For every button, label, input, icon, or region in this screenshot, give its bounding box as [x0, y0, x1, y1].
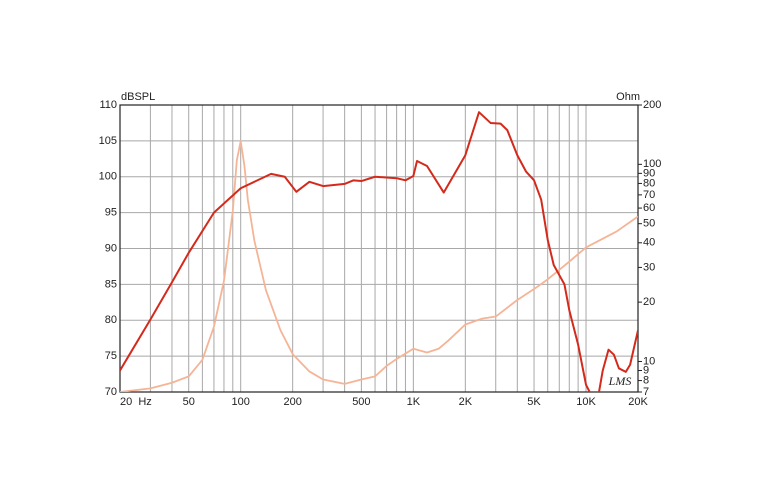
logo: LMS	[608, 374, 632, 388]
y-tick-label: 100	[99, 171, 117, 183]
plot-frame	[119, 104, 639, 393]
x-tick-label: 500	[352, 396, 370, 408]
series-line	[120, 111, 638, 392]
y-tick-label: 105	[99, 135, 117, 147]
x-tick-label: 1K	[407, 396, 421, 408]
y-axis-label: dBSPL	[121, 91, 155, 103]
x-tick-label: 5K	[527, 396, 541, 408]
y2-tick-label: 80	[643, 177, 655, 189]
x-tick-label: 50	[183, 396, 195, 408]
y2-tick-label: 60	[643, 202, 655, 214]
y-tick-label: 80	[105, 314, 117, 326]
y2-tick-label: 50	[643, 218, 655, 230]
y2-tick-label: 30	[643, 261, 655, 273]
x-tick-label: 20K	[628, 396, 648, 408]
y-tick-label: 95	[105, 207, 117, 219]
y2-tick-label: 8	[643, 374, 649, 386]
y-tick-label: 70	[105, 386, 117, 398]
y2-tick-label: 200	[643, 99, 661, 111]
y-tick-label: 110	[99, 99, 117, 111]
y2-tick-label: 100	[643, 158, 661, 170]
y-tick-label: 75	[105, 350, 117, 362]
y2-tick-label: 70	[643, 189, 655, 201]
plot-area	[120, 111, 638, 392]
y2-tick-label: 40	[643, 237, 655, 249]
y2-tick-label: 9	[643, 364, 649, 376]
y-tick-label: 90	[105, 242, 117, 254]
y-tick-label: 85	[105, 278, 117, 290]
y2-axis-label: Ohm	[616, 91, 640, 103]
x-tick-label: 20 Hz	[120, 396, 152, 408]
x-tick-label: 100	[232, 396, 250, 408]
series-line	[120, 140, 638, 392]
y2-tick-label: 10	[643, 355, 655, 367]
x-tick-label: 2K	[459, 396, 473, 408]
x-tick-label: 200	[283, 396, 301, 408]
y2-tick-label: 20	[643, 296, 655, 308]
y2-tick-label: 7	[643, 386, 649, 398]
x-tick-label: 10K	[576, 396, 596, 408]
y2-tick-label: 90	[643, 167, 655, 179]
